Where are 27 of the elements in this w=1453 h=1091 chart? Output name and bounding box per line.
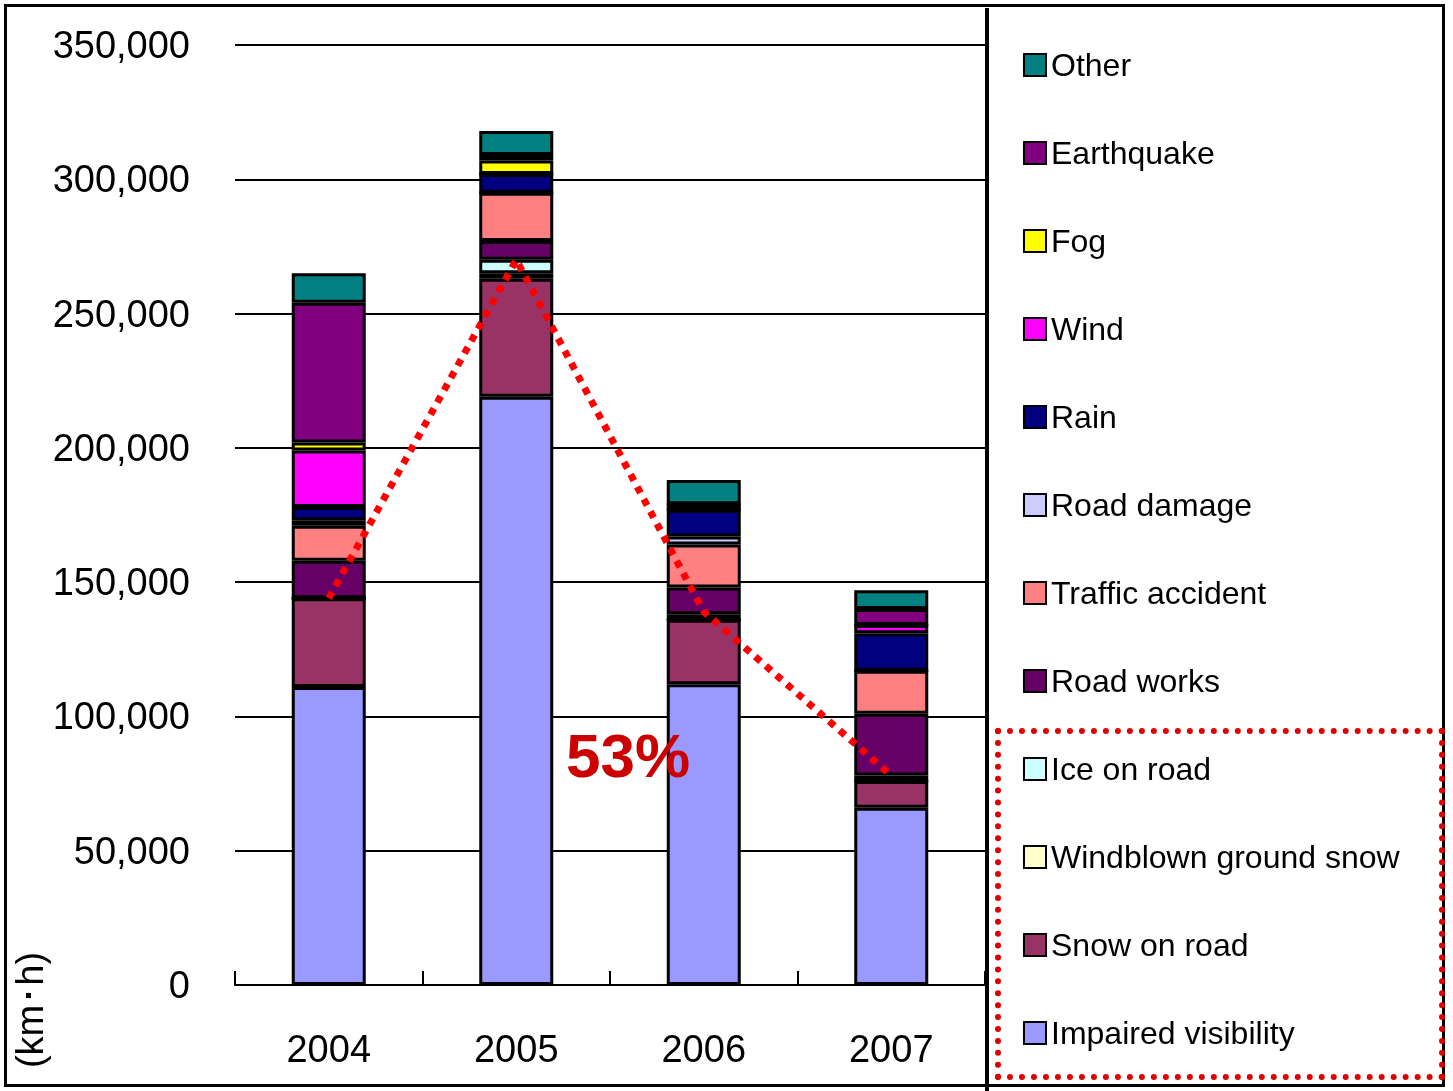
legend-label: Impaired visibility [1051, 1015, 1295, 1051]
y-tick-label: 150,000 [52, 561, 190, 604]
legend-label: Earthquake [1051, 135, 1215, 171]
y-tick-label: 50,000 [73, 829, 190, 872]
legend-label: Windblown ground snow [1051, 839, 1401, 875]
bar [666, 480, 741, 505]
legend-label: Traffic accident [1051, 575, 1267, 611]
legend-label: Other [1051, 47, 1132, 83]
y-tick-label: 100,000 [52, 695, 190, 738]
y-axis-title: (km･h) [9, 951, 51, 1069]
y-tick-label: 200,000 [52, 426, 190, 469]
legend-label: Rain [1051, 399, 1117, 435]
legend-label: Snow on road [1051, 927, 1249, 963]
y-tick-label: 350,000 [52, 24, 190, 66]
x-tick-label: 2006 [661, 1028, 747, 1070]
y-tick-label: 300,000 [52, 158, 190, 201]
x-tick-label: 2007 [848, 1028, 934, 1070]
legend-label: Road works [1051, 663, 1220, 699]
y-tick-label: 250,000 [52, 292, 190, 335]
legend-label: Road damage [1051, 487, 1253, 523]
x-tick-label: 2005 [473, 1028, 559, 1070]
y-tick-label: 0 [168, 964, 190, 1006]
x-tick-label: 2004 [286, 1028, 372, 1070]
legend-label: Fog [1051, 223, 1107, 259]
bar [479, 130, 554, 156]
legend-label: Wind [1051, 311, 1124, 347]
legend-label: Ice on road [1051, 751, 1212, 787]
